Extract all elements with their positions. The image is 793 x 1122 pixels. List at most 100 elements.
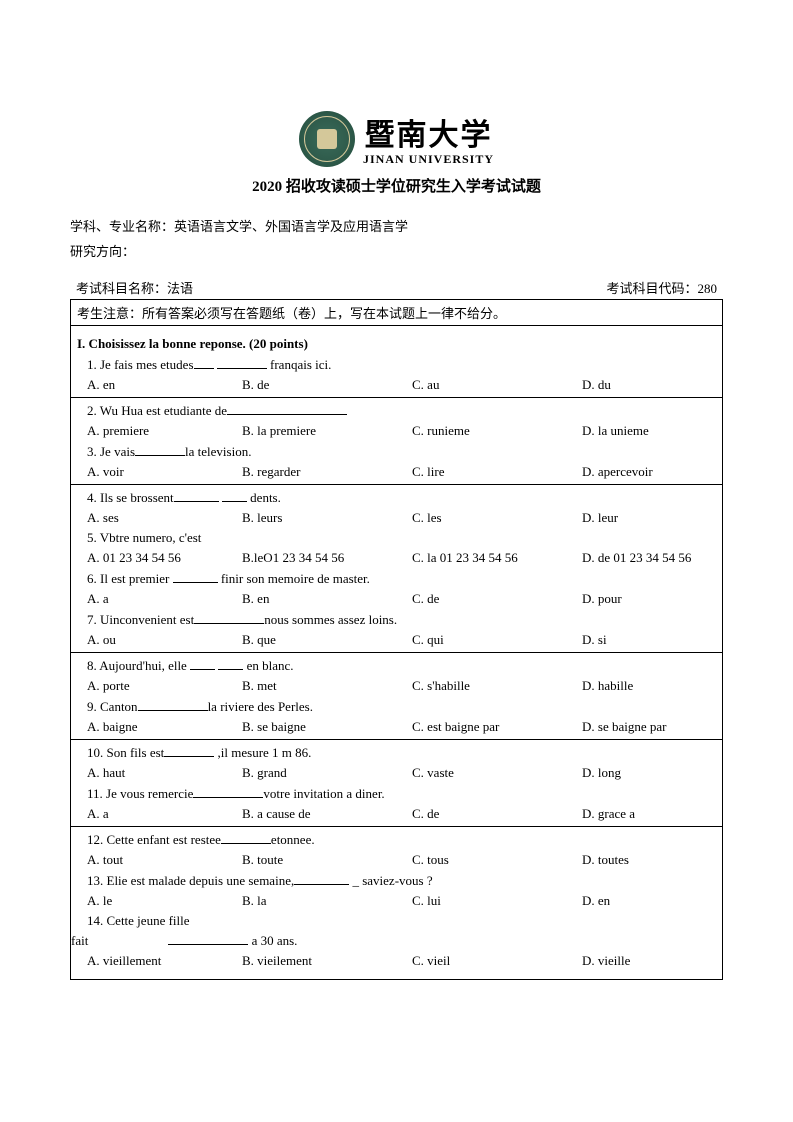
- question-3-option-d: D. apercevoir: [582, 464, 716, 480]
- question-11: 11. Je vous remercievotre invitation a d…: [87, 785, 716, 802]
- question-2: 2. Wu Hua est etudiante de: [87, 402, 716, 419]
- question-14-option-d: D. vieille: [582, 953, 716, 969]
- question-8-option-a: A. porte: [87, 678, 242, 694]
- question-4-option-d: D. leur: [582, 510, 716, 526]
- question-9-option-b: B. se baigne: [242, 719, 412, 735]
- questions-container: 1. Je fais mes etudes franqais ici. A. en…: [77, 356, 716, 969]
- question-4: 4. Ils se brossent dents.: [87, 489, 716, 506]
- page: 暨南大学 JINAN UNIVERSITY 2020 招收攻读硕士学位研究生入学…: [0, 0, 793, 1020]
- question-6: 6. Il est premier finir son memoire de m…: [87, 570, 716, 587]
- question-10-option-d: D. long: [582, 765, 716, 781]
- question-13-options: A. leB. laC. luiD. en: [87, 893, 716, 909]
- question-14-options: A. vieillementB. vieilementC. vieilD. vi…: [87, 953, 716, 969]
- question-1-option-a: A. en: [87, 377, 242, 393]
- question-1-options: A. enB. deC. auD. du: [87, 377, 716, 393]
- question-12-options: A. toutB. touteC. tousD. toutes: [87, 852, 716, 868]
- question-1-option-d: D. du: [582, 377, 716, 393]
- question-5-option-d: D. de 01 23 34 54 56: [582, 550, 716, 566]
- question-14-option-c: C. vieil: [412, 953, 582, 969]
- question-4-option-a: A. ses: [87, 510, 242, 526]
- question-1: 1. Je fais mes etudes franqais ici.: [87, 356, 716, 373]
- question-13: 13. Elie est malade depuis une semaine, …: [87, 872, 716, 889]
- question-11-option-a: A. a: [87, 806, 242, 822]
- subject-row: 考试科目名称：法语 考试科目代码：280: [70, 278, 723, 297]
- divider: [71, 484, 722, 485]
- university-name-en: JINAN UNIVERSITY: [363, 152, 494, 167]
- question-2-options: A. premiereB. la premiereC. runiemeD. la…: [87, 423, 716, 439]
- question-3-option-a: A. voir: [87, 464, 242, 480]
- question-14-extra: fait a 30 ans.: [71, 932, 716, 949]
- question-14-option-a: A. vieillement: [87, 953, 242, 969]
- meta-direction: 研究方向：: [70, 241, 723, 260]
- meta-block: 学科、专业名称：英语语言文学、外国语言学及应用语言学 研究方向：: [70, 216, 723, 260]
- question-12-option-a: A. tout: [87, 852, 242, 868]
- question-3-option-c: C. lire: [412, 464, 582, 480]
- divider: [71, 652, 722, 653]
- question-9-option-d: D. se baigne par: [582, 719, 716, 735]
- question-3-options: A. voirB. regarderC. lireD. apercevoir: [87, 464, 716, 480]
- question-11-option-b: B. a cause de: [242, 806, 412, 822]
- question-8: 8. Aujourd'hui, elle en blanc.: [87, 657, 716, 674]
- question-6-option-b: B. en: [242, 591, 412, 607]
- notice: 考生注意：所有答案必须写在答题纸（卷）上，写在本试题上一律不给分。: [71, 300, 722, 326]
- question-4-options: A. sesB. leursC. lesD. leur: [87, 510, 716, 526]
- question-2-option-a: A. premiere: [87, 423, 242, 439]
- question-13-option-c: C. lui: [412, 893, 582, 909]
- question-3: 3. Je vaisla television.: [87, 443, 716, 460]
- question-13-option-a: A. le: [87, 893, 242, 909]
- question-7: 7. Uinconvenient estnous sommes assez lo…: [87, 611, 716, 628]
- divider: [71, 739, 722, 740]
- question-2-option-d: D. la unieme: [582, 423, 716, 439]
- header: 暨南大学 JINAN UNIVERSITY 2020 招收攻读硕士学位研究生入学…: [70, 110, 723, 196]
- content: I. Choisissez la bonne reponse. (20 poin…: [71, 326, 722, 979]
- question-5-options: A. 01 23 34 54 56B.leO1 23 34 54 56C. la…: [87, 550, 716, 566]
- question-8-option-c: C. s'habille: [412, 678, 582, 694]
- question-10-option-a: A. haut: [87, 765, 242, 781]
- question-8-option-b: B. met: [242, 678, 412, 694]
- question-12: 12. Cette enfant est resteeetonnee.: [87, 831, 716, 848]
- question-6-options: A. aB. enC. deD. pour: [87, 591, 716, 607]
- question-2-option-c: C. runieme: [412, 423, 582, 439]
- question-8-option-d: D. habille: [582, 678, 716, 694]
- question-7-option-c: C. qui: [412, 632, 582, 648]
- question-5-option-b: B.leO1 23 34 54 56: [242, 550, 412, 566]
- subject-name: 考试科目名称：法语: [76, 278, 193, 297]
- exam-box: 考生注意：所有答案必须写在答题纸（卷）上，写在本试题上一律不给分。 I. Cho…: [70, 299, 723, 980]
- question-5: 5. Vbtre numero, c'est: [87, 530, 716, 546]
- question-10: 10. Son fils est ,il mesure 1 m 86.: [87, 744, 716, 761]
- section-1-title: I. Choisissez la bonne reponse. (20 poin…: [77, 336, 716, 352]
- question-12-option-d: D. toutes: [582, 852, 716, 868]
- question-10-option-b: B. grand: [242, 765, 412, 781]
- question-3-option-b: B. regarder: [242, 464, 412, 480]
- question-12-option-c: C. tous: [412, 852, 582, 868]
- question-9-option-c: C. est baigne par: [412, 719, 582, 735]
- question-7-option-a: A. ou: [87, 632, 242, 648]
- question-9-option-a: A. baigne: [87, 719, 242, 735]
- question-11-option-c: C. de: [412, 806, 582, 822]
- university-logo-icon: [299, 111, 355, 167]
- question-7-option-d: D. si: [582, 632, 716, 648]
- question-13-option-b: B. la: [242, 893, 412, 909]
- question-7-options: A. ouB. queC. quiD. si: [87, 632, 716, 648]
- divider: [71, 397, 722, 398]
- question-5-option-a: A. 01 23 34 54 56: [87, 550, 242, 566]
- question-1-option-b: B. de: [242, 377, 412, 393]
- question-11-option-d: D. grace a: [582, 806, 716, 822]
- meta-major: 学科、专业名称：英语语言文学、外国语言学及应用语言学: [70, 216, 723, 235]
- question-13-option-d: D. en: [582, 893, 716, 909]
- question-5-option-c: C. la 01 23 34 54 56: [412, 550, 582, 566]
- question-10-option-c: C. vaste: [412, 765, 582, 781]
- question-6-option-a: A. a: [87, 591, 242, 607]
- question-9: 9. Cantonla riviere des Perles.: [87, 698, 716, 715]
- question-4-option-b: B. leurs: [242, 510, 412, 526]
- question-9-options: A. baigneB. se baigneC. est baigne parD.…: [87, 719, 716, 735]
- question-6-option-c: C. de: [412, 591, 582, 607]
- title-block: 暨南大学 JINAN UNIVERSITY: [363, 110, 494, 167]
- question-11-options: A. aB. a cause deC. deD. grace a: [87, 806, 716, 822]
- question-7-option-b: B. que: [242, 632, 412, 648]
- question-14: 14. Cette jeune fille: [87, 913, 716, 929]
- divider: [71, 826, 722, 827]
- logo-inner-icon: [317, 129, 337, 149]
- university-name-cn: 暨南大学: [363, 110, 494, 154]
- exam-subtitle: 2020 招收攻读硕士学位研究生入学考试试题: [70, 175, 723, 196]
